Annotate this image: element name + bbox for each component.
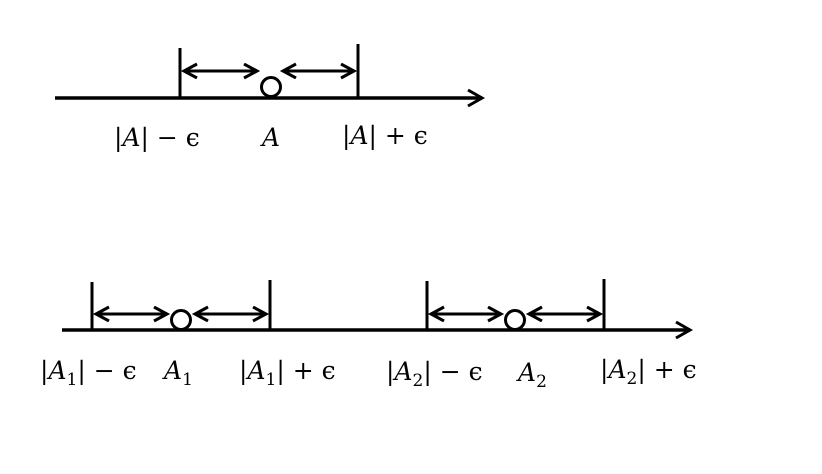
- label-a1-minus-epsilon: |A1| − ϵ: [40, 356, 137, 390]
- center-point-a2: [504, 309, 526, 331]
- label-a2: A2: [516, 358, 547, 392]
- label-a-plus-epsilon: |A| + ϵ: [342, 121, 428, 151]
- center-point-a: [260, 76, 282, 98]
- label-a-minus-epsilon: |A| − ϵ: [114, 123, 200, 153]
- label-a: A: [260, 123, 280, 152]
- label-a1-plus-epsilon: |A1| + ϵ: [239, 356, 336, 390]
- center-point-a1: [170, 309, 192, 331]
- diagram-1: |A| − ϵ A |A| + ϵ: [55, 44, 486, 153]
- diagram-2: |A1| − ϵ A1 |A1| + ϵ |A2| − ϵ A2 |A2| + …: [40, 279, 697, 392]
- label-a2-minus-epsilon: |A2| − ϵ: [386, 357, 483, 391]
- label-a1: A1: [162, 356, 193, 390]
- label-a2-plus-epsilon: |A2| + ϵ: [600, 355, 697, 389]
